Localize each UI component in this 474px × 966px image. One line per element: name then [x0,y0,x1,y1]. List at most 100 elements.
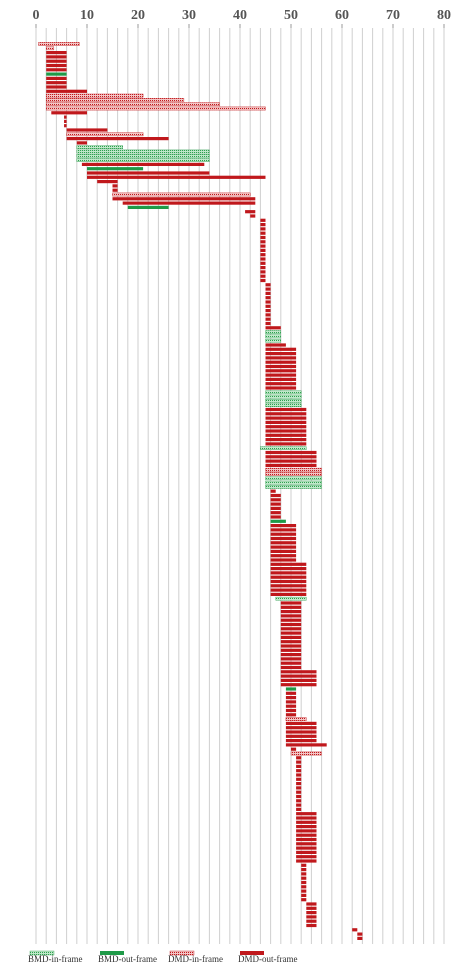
bar [260,227,266,231]
bar [260,235,266,240]
bar [64,115,67,119]
bar [87,167,144,171]
bar [46,93,144,98]
bar [260,244,266,248]
bar [280,618,302,622]
bar [285,726,317,730]
bar [112,192,251,197]
bar [265,283,271,287]
bar [280,644,302,648]
bar [76,153,210,158]
bar [285,717,307,721]
bar [280,627,302,631]
bar [270,575,307,579]
bar [296,816,317,820]
bar [280,605,302,609]
legend-swatch [240,951,264,955]
bar [270,558,297,562]
bar [46,63,67,68]
bar [265,338,282,343]
bar [260,257,266,261]
bar [290,751,322,756]
bar [265,416,307,420]
bar [285,696,297,700]
bar [265,352,297,356]
bar [352,928,358,932]
bar [265,394,302,399]
bar [64,124,67,128]
bar [265,296,271,300]
x-tick-label: 20 [131,8,145,23]
bar [265,330,282,334]
bar [306,919,317,923]
bar [265,433,307,437]
bar [260,261,266,265]
bar [46,85,67,89]
bar [270,545,297,549]
bar [76,158,210,162]
bar [270,528,297,532]
bar [265,356,297,360]
bar [296,777,302,781]
bar [265,429,307,433]
bar [265,476,322,481]
bar [265,291,271,295]
bar [285,704,297,708]
bar [260,278,266,283]
bar [270,584,307,588]
bar [260,231,266,235]
bar [270,506,281,510]
bar [265,438,307,442]
bar [306,906,317,910]
bar [296,786,302,790]
bar [285,721,317,725]
bar [265,407,307,412]
bar [265,287,271,291]
bar [265,420,307,424]
bar [260,240,266,244]
bar [280,661,302,665]
bar [265,467,322,472]
bar [301,863,307,867]
bar [265,326,281,330]
bar [270,567,307,571]
bar [280,657,302,661]
bar [51,111,87,115]
bar [260,266,266,270]
bar [301,898,307,902]
bar [260,274,266,278]
bar [270,524,297,528]
bar [46,76,67,80]
bar [87,171,210,175]
bar [265,455,317,459]
bar [357,932,363,936]
bar [245,210,256,214]
bar [46,89,87,93]
bar [265,472,322,476]
bar [296,794,302,799]
legend-label: DMD-in-frame [168,954,223,964]
bar [250,214,256,218]
bar [265,321,271,326]
bar [306,902,317,906]
legend-swatch [100,951,124,955]
bar [285,739,317,743]
bar [296,846,317,850]
bar [275,596,307,601]
bar [76,141,87,145]
legend-label: BMD-out-frame [98,954,157,964]
bar [296,803,302,807]
bar [270,489,276,493]
bar [306,911,317,915]
bar [265,442,307,446]
bar [97,180,118,184]
bar [260,446,307,451]
bar [260,218,266,222]
x-tick-label: 60 [335,8,349,23]
bar [122,201,256,205]
bar [46,68,67,72]
bar [46,51,67,55]
bar [265,485,322,489]
bar [270,579,307,584]
bar [270,536,297,541]
